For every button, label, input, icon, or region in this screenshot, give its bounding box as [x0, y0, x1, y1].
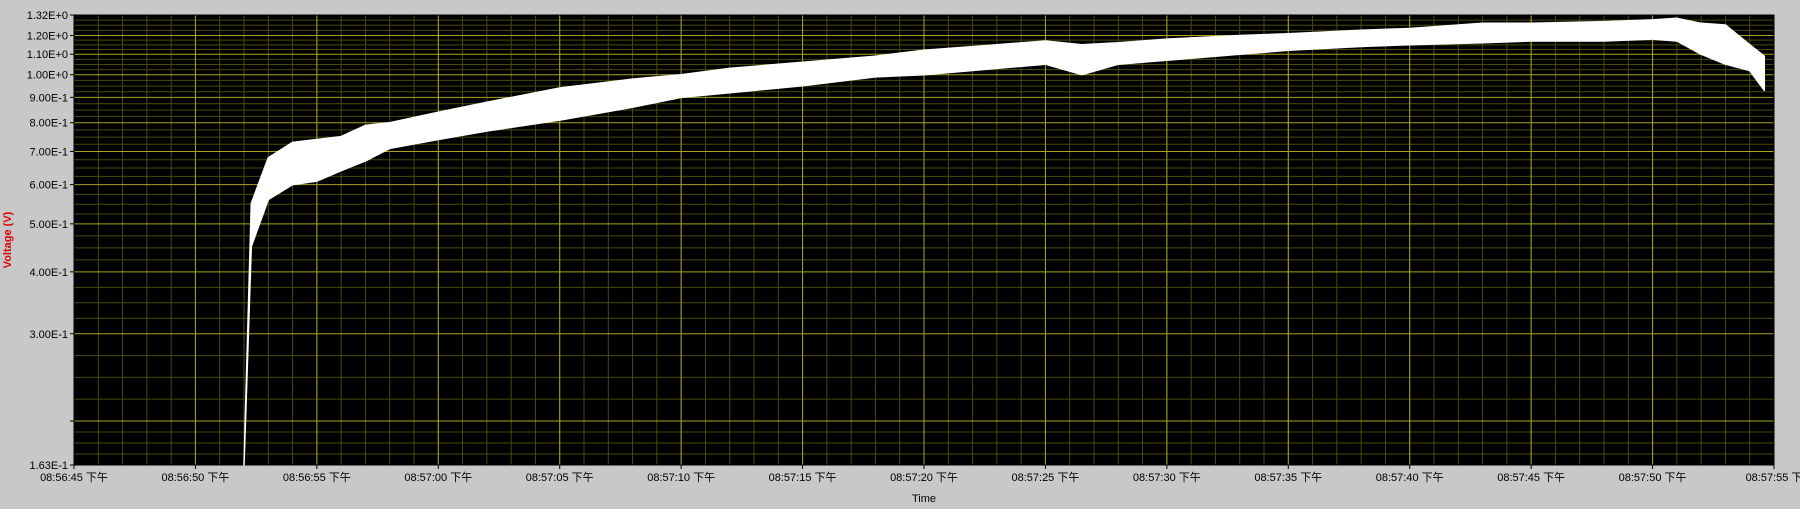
x-axis: 08:56:45 下午 08:56:50 下午 08:56:55 下午 08:57:0…	[40, 465, 1800, 484]
y-axis: 1.32E+0 1.20E+0 1.10E+0 1.00E+0 9.00E-1 8.00E…	[27, 10, 74, 472]
x-tick-label: 08:57:15 下午	[769, 471, 837, 484]
x-tick-label: 08:57:30 下午	[1133, 471, 1201, 484]
x-tick-label: 08:57:45 下午	[1497, 471, 1565, 484]
x-axis-label: Time	[912, 493, 936, 504]
y-tick-label: 5.00E-1	[29, 219, 68, 231]
x-tick-label: 08:57:35 下午	[1254, 471, 1322, 484]
x-tick-label: 08:57:55 下	[1746, 472, 1800, 484]
y-tick-label: 7.00E-1	[29, 146, 68, 158]
x-tick-label: 08:57:40 下午	[1376, 471, 1444, 484]
y-tick-label: 9.00E-1	[29, 92, 68, 104]
y-tick-label: 4.00E-1	[29, 267, 68, 279]
x-tick-label: 08:56:55 下午	[283, 471, 351, 484]
y-tick-label: 1.00E+0	[27, 70, 68, 82]
x-tick-label: 08:57:50 下午	[1619, 471, 1687, 484]
x-tick-label: 08:57:20 下午	[890, 471, 958, 484]
x-tick-label: 08:57:05 下午	[526, 471, 594, 484]
voltage-trace	[243, 17, 1766, 466]
y-tick-label: 1.20E+0	[27, 31, 68, 43]
y-tick-label: 3.00E-1	[29, 329, 68, 341]
y-tick-label: 1.10E+0	[27, 49, 68, 61]
y-tick-label: 1.32E+0	[27, 10, 68, 22]
y-axis-label: Voltage (V)	[2, 211, 14, 268]
y-tick-label: 6.00E-1	[29, 180, 68, 192]
x-tick-label: 08:57:10 下午	[647, 471, 715, 484]
voltage-band	[243, 17, 1766, 466]
x-tick-label: 08:57:25 下午	[1011, 471, 1079, 484]
x-tick-label: 08:56:45 下午	[40, 471, 108, 484]
x-tick-label: 08:57:00 下午	[404, 471, 472, 484]
x-tick-label: 08:56:50 下午	[161, 471, 229, 484]
y-tick-label: 1.63E-1	[29, 460, 68, 472]
y-tick-label: 8.00E-1	[29, 118, 68, 130]
